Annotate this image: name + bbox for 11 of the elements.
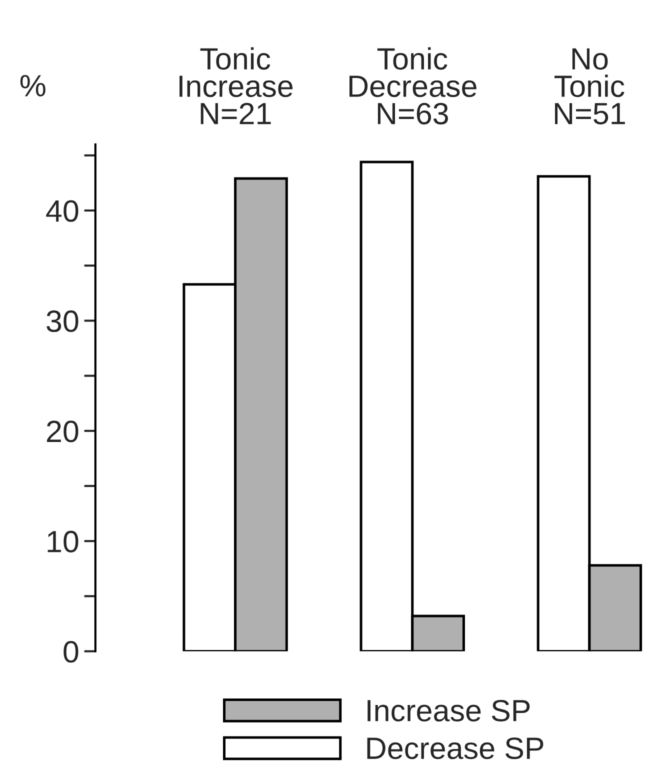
legend-label: Decrease SP bbox=[367, 737, 544, 760]
y-tick-label: 40 bbox=[46, 200, 78, 222]
legend-label: Increase SP bbox=[368, 700, 530, 722]
y-axis-title: % bbox=[20, 75, 46, 96]
y-tick-label: 30 bbox=[46, 310, 78, 332]
y-tick-label: 10 bbox=[48, 530, 78, 552]
y-tick-label: 20 bbox=[46, 420, 78, 442]
y-tick-label: 0 bbox=[64, 641, 78, 663]
x-tick-label: Tonic Increase N=21 bbox=[180, 47, 293, 124]
x-tick-label: Tonic Decrease N=63 bbox=[349, 47, 476, 124]
x-tick-label: No Tonic N=51 bbox=[554, 48, 625, 124]
